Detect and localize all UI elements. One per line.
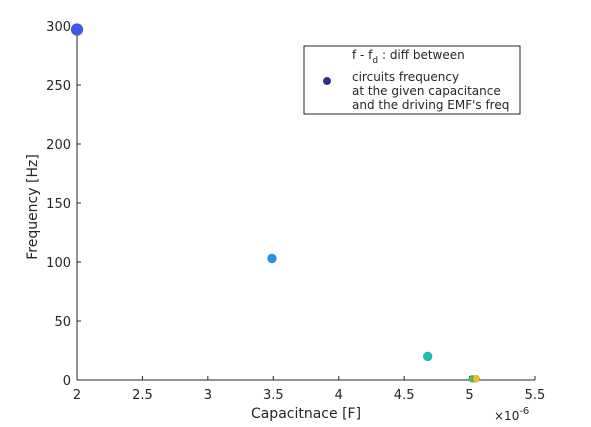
y-ticks: 0 50 100 150 200 250 300 xyxy=(46,20,81,389)
x-tick-label: 2 xyxy=(73,388,81,403)
x-tick-label: 3.5 xyxy=(263,388,284,403)
legend-marker xyxy=(323,77,331,85)
x-tick-label: 4.5 xyxy=(394,388,415,403)
x-tick-label: 3 xyxy=(204,388,212,403)
y-axis-label: Frequency [Hz] xyxy=(25,154,41,260)
data-points xyxy=(70,23,480,383)
x-multiplier-exponent: -6 xyxy=(519,406,529,417)
legend: f - fd : diff between circuits frequency… xyxy=(303,45,521,115)
x-tick-label: 4 xyxy=(335,388,343,403)
legend-line-2: circuits frequency xyxy=(352,70,459,84)
data-point xyxy=(422,351,433,362)
data-point xyxy=(267,253,277,264)
x-tick-label: 5.5 xyxy=(525,388,546,403)
x-multiplier-base: ×10 xyxy=(494,409,519,423)
legend-line-4: and the driving EMF's freq xyxy=(352,98,509,112)
x-tick-label: 2.5 xyxy=(132,388,153,403)
y-tick-label: 300 xyxy=(46,20,71,35)
y-tick-label: 50 xyxy=(54,315,71,330)
y-tick-label: 250 xyxy=(46,79,71,94)
x-axis-multiplier: ×10-6 xyxy=(494,406,529,423)
y-tick-label: 0 xyxy=(63,374,71,389)
x-axis-label: Capacitnace [F] xyxy=(251,406,361,422)
legend-line-3: at the given capacitance xyxy=(352,84,501,98)
data-point xyxy=(70,23,84,36)
y-tick-label: 150 xyxy=(46,197,71,212)
legend-box xyxy=(303,45,521,115)
y-tick-label: 200 xyxy=(46,138,71,153)
data-point xyxy=(472,375,480,383)
legend-line-1: f - fd : diff between xyxy=(352,48,465,66)
y-tick-label: 100 xyxy=(46,256,71,271)
x-ticks: 2 2.5 3 3.5 4 4.5 5 5.5 xyxy=(73,376,545,403)
x-tick-label: 5 xyxy=(465,388,473,403)
